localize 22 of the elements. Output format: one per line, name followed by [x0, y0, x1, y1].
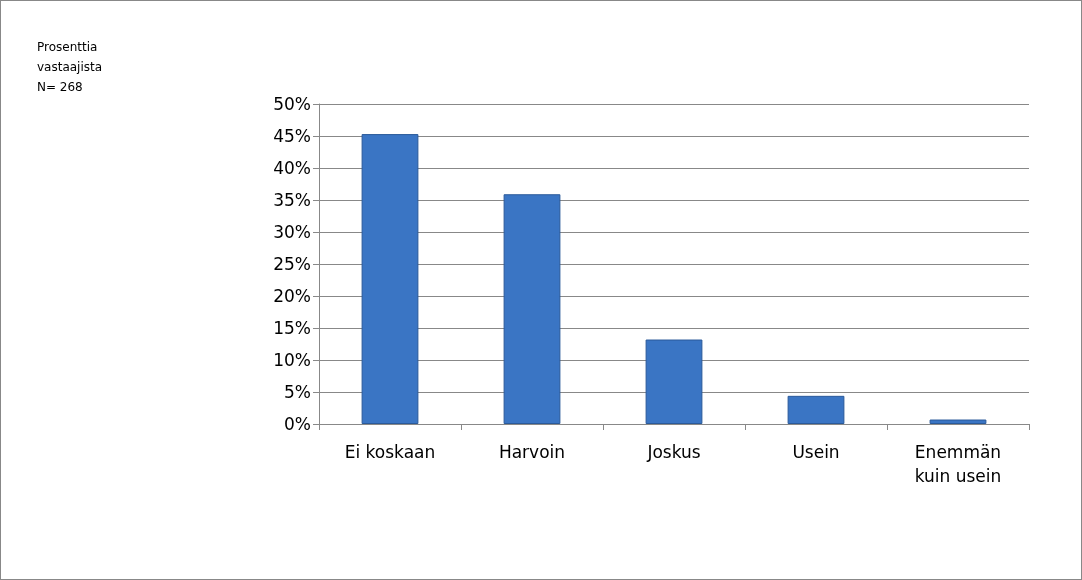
y-tick-label: 10%: [273, 350, 311, 370]
y-tick-label: 25%: [273, 254, 311, 274]
y-tick-label: 35%: [273, 190, 311, 210]
y-tick-label: 45%: [273, 126, 311, 146]
bar: [787, 395, 845, 424]
y-tick-label: 15%: [273, 318, 311, 338]
bar: [503, 194, 561, 424]
bar: [645, 339, 703, 424]
y-tick-label: 0%: [284, 414, 311, 434]
y-tick-label: 20%: [273, 286, 311, 306]
x-tick-label: Harvoin: [498, 442, 566, 462]
y-tick-label: 50%: [273, 94, 311, 114]
x-tick-label: Ei koskaan: [344, 442, 436, 462]
bar: [361, 134, 419, 424]
x-tick-label: Enemmän kuin usein: [914, 442, 1002, 486]
x-tick-label: Joskus: [646, 442, 701, 462]
y-tick-label: 5%: [284, 382, 311, 402]
text: Prosenttia vastaajista N= 268: [37, 40, 103, 94]
bar: [929, 419, 987, 424]
y-tick-label: 30%: [273, 222, 311, 242]
x-tick-label: Usein: [792, 442, 840, 462]
y-tick-label: 40%: [273, 158, 311, 178]
